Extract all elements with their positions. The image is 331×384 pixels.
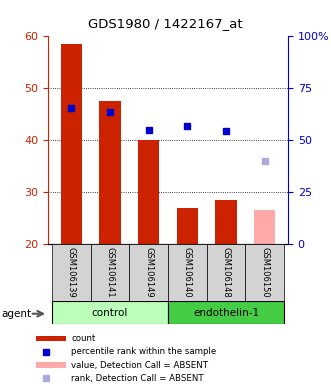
Bar bbox=[254, 210, 275, 244]
Text: count: count bbox=[71, 334, 96, 343]
Bar bbox=[91, 244, 129, 301]
Text: GSM106141: GSM106141 bbox=[106, 247, 115, 298]
Bar bbox=[61, 44, 82, 244]
Bar bbox=[168, 244, 207, 301]
Bar bbox=[52, 244, 91, 301]
Text: percentile rank within the sample: percentile rank within the sample bbox=[71, 347, 217, 356]
Text: value, Detection Call = ABSENT: value, Detection Call = ABSENT bbox=[71, 361, 209, 369]
Bar bbox=[245, 244, 284, 301]
Bar bbox=[215, 200, 237, 244]
Text: GSM106149: GSM106149 bbox=[144, 247, 153, 298]
Text: GSM106148: GSM106148 bbox=[221, 247, 230, 298]
Text: endothelin-1: endothelin-1 bbox=[193, 308, 259, 318]
Bar bbox=[177, 207, 198, 244]
Text: GDS1980 / 1422167_at: GDS1980 / 1422167_at bbox=[88, 17, 243, 30]
Text: rank, Detection Call = ABSENT: rank, Detection Call = ABSENT bbox=[71, 374, 204, 383]
Bar bbox=[138, 140, 159, 244]
Bar bbox=[52, 301, 168, 324]
Text: GSM106139: GSM106139 bbox=[67, 247, 76, 298]
Text: GSM106150: GSM106150 bbox=[260, 247, 269, 298]
Bar bbox=[168, 301, 284, 324]
Bar bbox=[36, 362, 66, 368]
Bar bbox=[36, 336, 66, 341]
Text: control: control bbox=[92, 308, 128, 318]
Text: GSM106140: GSM106140 bbox=[183, 247, 192, 298]
Bar bbox=[129, 244, 168, 301]
Bar bbox=[207, 244, 245, 301]
Text: agent: agent bbox=[2, 309, 32, 319]
Bar bbox=[99, 101, 120, 244]
